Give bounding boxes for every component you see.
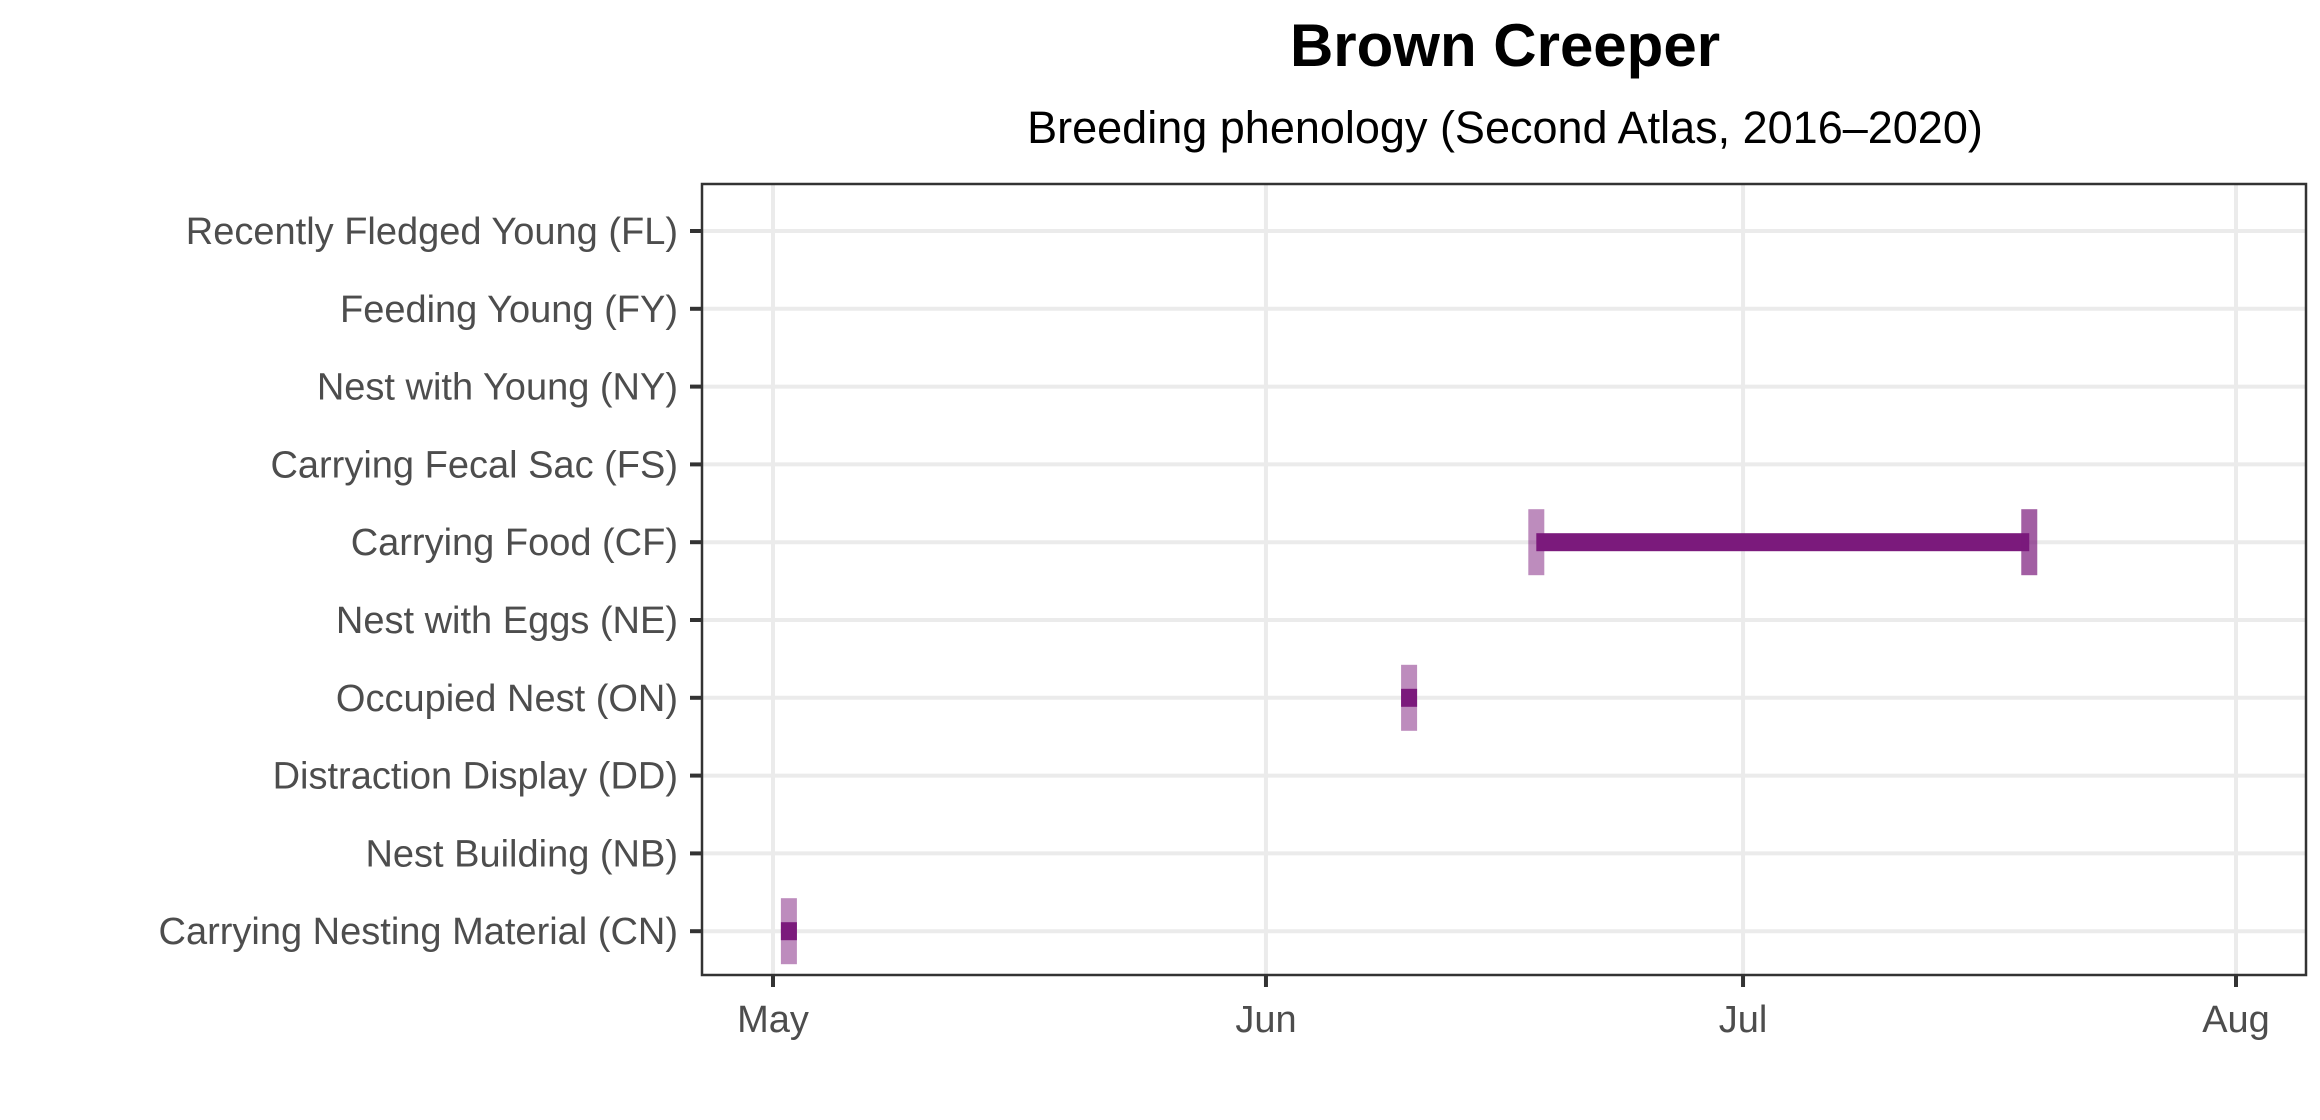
y-axis: Recently Fledged Young (FL) Feeding Young… bbox=[159, 211, 702, 953]
interval-marks bbox=[780, 509, 2038, 965]
y-tick-label: Feeding Young (FY) bbox=[340, 289, 678, 331]
x-tick-label: Jun bbox=[1235, 999, 1296, 1041]
y-tick-label: Nest with Young (NY) bbox=[317, 367, 678, 409]
chart-subtitle: Breeding phenology (Second Atlas, 2016–2… bbox=[1027, 102, 1983, 153]
chart-title: Brown Creeper bbox=[1290, 12, 1720, 79]
y-tick-label: Nest with Eggs (NE) bbox=[336, 600, 678, 642]
interval-start-marker bbox=[1401, 664, 1418, 731]
interval-bar bbox=[1536, 533, 2030, 552]
y-tick-label: Carrying Fecal Sac (FS) bbox=[270, 444, 678, 486]
y-tick-label: Nest Building (NB) bbox=[365, 833, 678, 875]
interval-start-marker bbox=[780, 898, 797, 965]
x-tick-label: Jul bbox=[1719, 999, 1768, 1041]
x-axis: May Jun Jul Aug bbox=[737, 975, 2270, 1041]
interval-start-marker bbox=[1528, 509, 1545, 576]
plot-panel-border bbox=[700, 182, 2308, 977]
gridlines bbox=[702, 184, 2306, 975]
y-tick-label: Occupied Nest (ON) bbox=[336, 678, 678, 720]
x-tick-label: Aug bbox=[2202, 999, 2270, 1041]
interval-end-marker bbox=[2021, 509, 2038, 576]
y-tick-label: Carrying Food (CF) bbox=[351, 522, 678, 564]
y-tick-label: Carrying Nesting Material (CN) bbox=[159, 911, 678, 953]
y-tick-label: Distraction Display (DD) bbox=[273, 756, 678, 798]
y-tick-label: Recently Fledged Young (FL) bbox=[186, 211, 678, 253]
x-tick-label: May bbox=[737, 999, 809, 1041]
